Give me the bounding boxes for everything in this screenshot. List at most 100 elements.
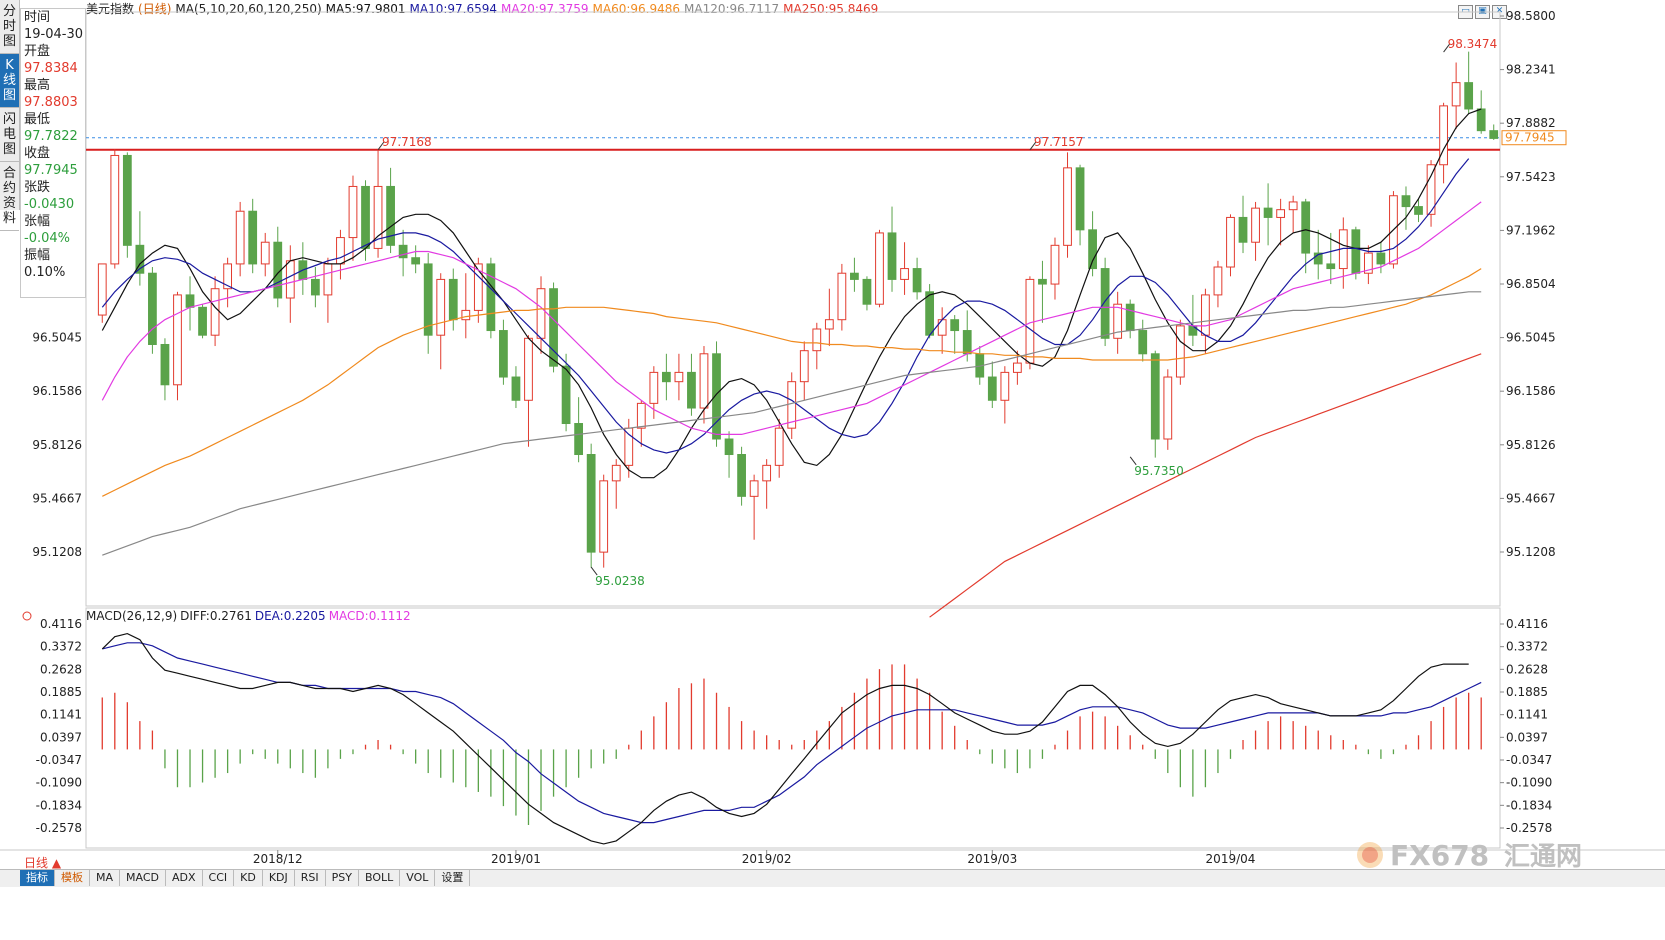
candle-body <box>1464 82 1474 110</box>
close-label: 收盘 <box>24 146 51 161</box>
tab-kline[interactable]: K线图 <box>0 54 19 108</box>
tab-contract-info[interactable]: 合约资料 <box>0 162 19 231</box>
tab-flash[interactable]: 闪电图 <box>0 108 19 162</box>
high-value: 97.8803 <box>24 95 78 110</box>
y-tick-label-right: 95.1208 <box>1506 545 1556 559</box>
candle-body <box>398 244 408 259</box>
macd-y-tick-label-right: 0.2628 <box>1506 662 1548 676</box>
candle-body <box>511 376 521 401</box>
candle-body <box>1251 207 1260 243</box>
candle-body <box>97 263 107 316</box>
period-selector-button[interactable]: 日线 ▲ <box>24 856 62 870</box>
candle-body <box>586 454 596 553</box>
indicator-tab-8[interactable]: RSI <box>295 870 326 886</box>
tab-timeshare[interactable]: 分时图 <box>0 0 19 54</box>
ma-line-ma20 <box>101 201 1482 435</box>
candle-body <box>724 438 734 456</box>
candle-body <box>1313 252 1323 265</box>
candle-body <box>1476 108 1486 132</box>
indicator-tab-4[interactable]: ADX <box>166 870 203 886</box>
candle-body <box>135 244 145 274</box>
current-price-tag <box>1501 130 1567 146</box>
x-tick-label: 2019/02 <box>742 852 792 866</box>
candle-body <box>1113 303 1123 339</box>
candle-body <box>1414 206 1423 215</box>
candle-body <box>285 260 295 299</box>
indicator-tab-6[interactable]: KD <box>234 870 263 886</box>
candle-body <box>862 278 872 305</box>
candle-body <box>1238 216 1248 243</box>
candle-body <box>1138 330 1148 355</box>
y-tick-label-left: 95.1208 <box>32 545 82 559</box>
macd-label[interactable]: MACD(26,12,9) <box>86 609 178 623</box>
annotation-pointer <box>377 141 385 151</box>
indicator-tab-3[interactable]: MACD <box>120 870 166 886</box>
candle-body <box>925 291 935 336</box>
candle-body <box>962 330 972 355</box>
ma-line-ma5 <box>101 108 1482 479</box>
time-value: 19-04-30 <box>24 27 84 42</box>
candle-body <box>1363 252 1373 274</box>
macd-y-tick-label-right: 0.1885 <box>1506 685 1548 699</box>
macd-dea-line <box>102 642 1482 824</box>
candle-body <box>198 306 207 336</box>
candle-body <box>524 337 533 401</box>
time-label: 时间 <box>24 10 51 25</box>
macd-diff: DIFF:0.2761 <box>180 609 252 623</box>
amplitude-value: 0.10% <box>24 265 66 280</box>
candle-body <box>122 154 132 246</box>
macd-y-tick-label-left: 0.1141 <box>40 708 82 722</box>
watermark-cn: 汇通网 <box>1504 842 1582 872</box>
candle-body <box>1226 216 1235 268</box>
candle-body <box>110 154 120 265</box>
indicator-tab-7[interactable]: KDJ <box>263 870 295 886</box>
candle-body <box>260 241 270 265</box>
pct-label: 张幅 <box>24 214 51 229</box>
candle-body <box>1175 325 1185 378</box>
indicator-tab-9[interactable]: PSY <box>326 870 359 886</box>
candle-body <box>636 402 646 429</box>
ma-line-ma60 <box>102 268 1482 497</box>
settings-icon <box>22 611 32 621</box>
candle-body <box>887 232 897 280</box>
candle-body <box>185 294 195 308</box>
macd-header: MACD(26,12,9) DIFF:0.2761 DEA:0.2205 MACD:0… <box>86 609 414 623</box>
indicator-tab-12[interactable]: 设置 <box>435 870 471 886</box>
candle-body <box>148 272 157 345</box>
macd-y-tick-label-left: 0.3372 <box>40 640 82 654</box>
candle-body <box>661 371 671 383</box>
indicator-tab-5[interactable]: CCI <box>203 870 235 886</box>
candle-body <box>361 185 370 249</box>
macd-y-tick-label-left: -0.1090 <box>36 776 82 790</box>
kline-chart[interactable]: 97.7168 97.7157 95.0238 95.7350 98.3474 98.5… <box>0 0 1665 868</box>
indicator-tab-1[interactable]: 模板 <box>55 870 90 886</box>
candle-body <box>173 294 182 386</box>
macd-y-tick-label-left: -0.2578 <box>36 821 82 835</box>
indicator-tab-2[interactable]: MA <box>90 870 121 886</box>
macd-diff-line <box>101 632 1469 845</box>
close-value: 97.7945 <box>24 163 78 178</box>
candle-body <box>737 454 746 497</box>
candle-body <box>310 278 320 296</box>
y-tick-label-left: 95.4667 <box>32 491 82 505</box>
macd-y-tick-label-left: 0.4116 <box>40 617 82 631</box>
candle-body <box>1012 362 1022 373</box>
candle-body <box>336 237 345 265</box>
indicator-tab-10[interactable]: BOLL <box>359 870 401 886</box>
y-tick-label-right: 98.5800 <box>1506 9 1556 23</box>
low-label: 最低 <box>24 112 51 127</box>
candle-body <box>1439 105 1448 166</box>
chart-view-tabs: 分时图 K线图 闪电图 合约资料 <box>0 0 20 231</box>
candle-body <box>1401 195 1411 208</box>
candle-body <box>812 328 822 352</box>
candle-body <box>1100 268 1110 339</box>
y-tick-label-right: 96.1586 <box>1506 384 1556 398</box>
indicator-tab-0[interactable]: 指标 <box>20 870 55 886</box>
macd-y-tick-label-right: -0.0347 <box>1506 753 1552 767</box>
indicator-tab-11[interactable]: VOL <box>400 870 436 886</box>
x-tick-label: 2018/12 <box>253 852 303 866</box>
candle-body <box>1276 209 1286 218</box>
candle-body <box>875 232 884 305</box>
candle-body <box>448 278 458 321</box>
candle-body <box>687 371 696 409</box>
